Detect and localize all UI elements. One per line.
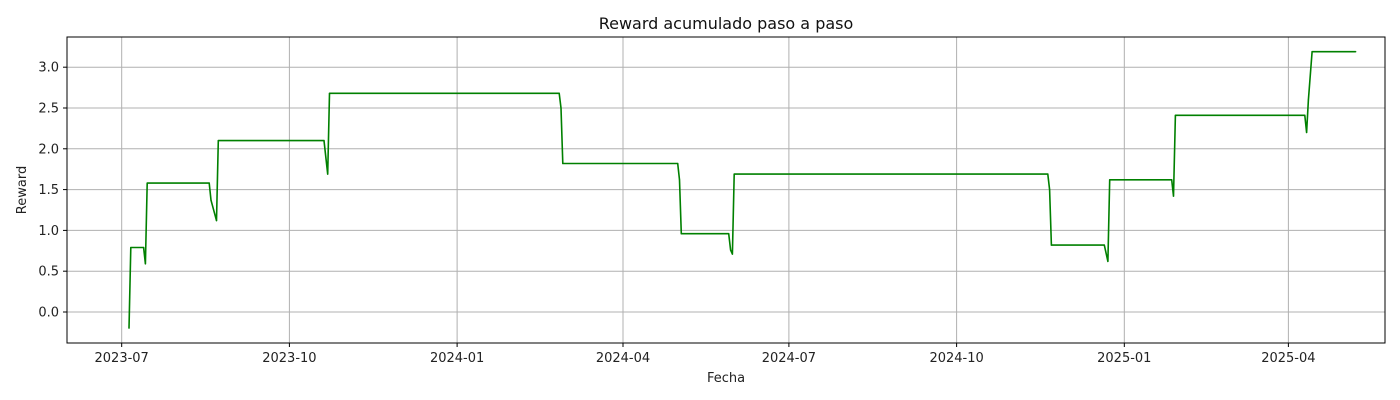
x-tick-label: 2025-04 bbox=[1261, 351, 1315, 366]
data-point bbox=[130, 246, 132, 249]
data-point bbox=[1103, 244, 1105, 246]
x-tick-label: 2024-01 bbox=[430, 351, 484, 366]
y-tick-label: 0.0 bbox=[38, 305, 59, 320]
data-point bbox=[1355, 51, 1357, 53]
data-point bbox=[677, 162, 679, 165]
data-point bbox=[678, 179, 681, 181]
data-point bbox=[128, 327, 130, 329]
data-point bbox=[733, 173, 735, 175]
data-point bbox=[1306, 131, 1308, 134]
data-point bbox=[1172, 195, 1175, 197]
data-point bbox=[215, 220, 218, 222]
data-point bbox=[1171, 179, 1173, 181]
data-point bbox=[1307, 99, 1309, 101]
y-tick-label: 2.0 bbox=[38, 142, 59, 157]
y-tick-label: 1.5 bbox=[38, 183, 59, 198]
data-point bbox=[143, 246, 145, 249]
x-tick-label: 2024-10 bbox=[929, 351, 983, 366]
data-point bbox=[327, 173, 329, 175]
data-point bbox=[210, 199, 212, 201]
data-point bbox=[323, 140, 325, 142]
data-point bbox=[680, 233, 682, 235]
data-point bbox=[731, 253, 734, 255]
x-tick-label: 2025-01 bbox=[1097, 351, 1151, 366]
data-point bbox=[1107, 260, 1109, 262]
reward-line bbox=[128, 50, 1356, 329]
data-point bbox=[728, 233, 730, 235]
data-point bbox=[208, 182, 210, 184]
x-tick-label: 2024-07 bbox=[762, 351, 816, 366]
data-point bbox=[1050, 244, 1052, 246]
plot-series bbox=[128, 50, 1357, 329]
data-point bbox=[1174, 114, 1176, 116]
y-tick-label: 0.5 bbox=[38, 265, 59, 280]
data-point bbox=[146, 182, 148, 184]
x-tick-label: 2024-04 bbox=[596, 351, 650, 366]
data-point bbox=[1311, 51, 1313, 53]
data-point bbox=[560, 107, 562, 109]
y-tick-label: 2.5 bbox=[38, 101, 59, 116]
data-point bbox=[1049, 189, 1051, 191]
data-point bbox=[1109, 179, 1111, 181]
y-axis-title: Reward bbox=[15, 166, 30, 214]
x-tick-label: 2023-10 bbox=[262, 351, 316, 366]
axis-ticks: 2023-07 2023-10 2024-01 2024-04 2024-07 2024-… bbox=[38, 61, 1315, 366]
y-tick-label: 1.0 bbox=[38, 224, 59, 239]
x-axis-title: Fecha bbox=[707, 371, 745, 386]
chart-title: Reward acumulado paso a paso bbox=[599, 14, 854, 33]
data-point bbox=[1047, 173, 1049, 175]
grid-lines bbox=[67, 37, 1385, 343]
y-tick-label: 3.0 bbox=[38, 61, 59, 76]
data-point bbox=[562, 162, 564, 165]
data-point bbox=[217, 140, 219, 142]
data-point bbox=[730, 249, 732, 251]
data-point bbox=[328, 92, 331, 94]
data-point bbox=[558, 92, 560, 94]
x-tick-label: 2023-07 bbox=[95, 351, 149, 366]
data-point bbox=[1304, 114, 1306, 116]
data-point bbox=[144, 263, 146, 265]
